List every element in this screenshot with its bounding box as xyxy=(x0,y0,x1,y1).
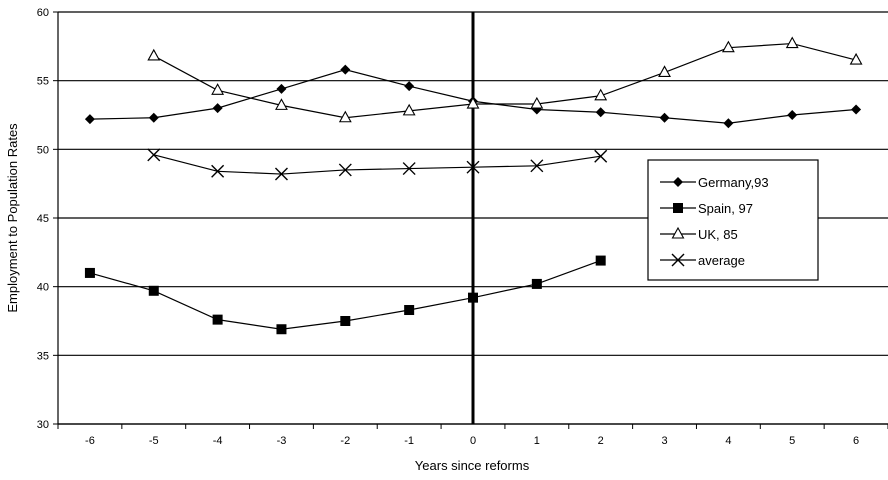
triangle-marker xyxy=(147,48,161,61)
series-line xyxy=(153,42,857,119)
x-tick-label: 1 xyxy=(534,435,540,447)
square-marker xyxy=(468,292,478,303)
x-marker xyxy=(147,148,161,162)
square-marker xyxy=(340,316,351,326)
series-spain-97 xyxy=(84,255,606,335)
x-marker xyxy=(211,164,225,178)
legend-item: average xyxy=(660,253,745,268)
triangle-marker xyxy=(658,65,671,77)
x-tick-label: 4 xyxy=(725,435,731,447)
diamond-marker xyxy=(659,112,670,123)
series-line xyxy=(153,154,601,175)
x-axis-label: Years since reforms xyxy=(415,458,530,473)
x-marker xyxy=(338,163,352,177)
series-uk-85 xyxy=(147,36,863,123)
y-tick-label: 60 xyxy=(37,7,49,19)
x-marker xyxy=(274,167,288,181)
x-marker-stroke xyxy=(338,163,352,177)
x-marker-stroke xyxy=(594,149,608,163)
diamond-marker xyxy=(404,81,415,92)
x-tick-label: -6 xyxy=(85,435,95,447)
y-axis-ticks: 30 35 40 45 50 55 60 xyxy=(37,7,58,431)
legend-label: Spain, 97 xyxy=(698,201,753,216)
triangle-marker xyxy=(466,96,480,109)
x-marker-stroke xyxy=(147,148,161,162)
triangle-marker xyxy=(402,103,416,116)
y-tick-label: 45 xyxy=(37,213,49,225)
triangle-marker xyxy=(721,40,735,53)
diamond-marker xyxy=(673,177,683,187)
y-tick-label: 35 xyxy=(37,350,49,362)
x-marker-stroke xyxy=(402,162,416,176)
x-marker xyxy=(402,162,416,176)
x-marker-stroke xyxy=(211,164,225,178)
x-tick-label: 5 xyxy=(789,435,795,447)
square-marker xyxy=(148,285,159,296)
triangle-marker xyxy=(211,83,225,95)
square-marker xyxy=(531,278,542,289)
y-tick-label: 40 xyxy=(37,282,49,294)
x-tick-label: 6 xyxy=(853,435,859,447)
x-marker xyxy=(466,160,480,174)
diamond-marker xyxy=(340,64,351,75)
x-tick-label: 2 xyxy=(598,435,604,447)
legend-item: Germany,93 xyxy=(660,175,769,190)
diamond-marker xyxy=(787,110,798,120)
diamond-marker xyxy=(84,114,95,125)
diamond-marker xyxy=(723,118,734,129)
square-marker xyxy=(84,267,95,278)
diamond-marker xyxy=(595,107,606,118)
x-marker xyxy=(671,253,685,267)
x-tick-label: -2 xyxy=(340,435,350,447)
series-average xyxy=(147,148,608,181)
diamond-marker xyxy=(148,112,159,123)
x-marker-stroke xyxy=(530,159,544,173)
triangle-marker xyxy=(671,226,685,239)
triangle-marker xyxy=(530,96,544,109)
legend-label: UK, 85 xyxy=(698,227,738,242)
legend-label: average xyxy=(698,253,745,268)
triangle-marker xyxy=(594,88,608,101)
square-marker xyxy=(673,203,683,213)
y-tick-label: 55 xyxy=(37,76,49,88)
series-group xyxy=(84,36,863,335)
legend-label: Germany,93 xyxy=(698,175,769,190)
y-tick-label: 50 xyxy=(37,144,49,156)
x-marker-stroke xyxy=(466,160,480,174)
y-tick-label: 30 xyxy=(37,419,49,431)
square-marker xyxy=(276,324,287,335)
square-marker xyxy=(595,255,606,266)
diamond-marker xyxy=(851,104,862,115)
x-tick-label: -3 xyxy=(277,435,287,447)
x-tick-label: -4 xyxy=(213,435,223,447)
x-tick-label: 3 xyxy=(661,435,667,447)
x-tick-label: 0 xyxy=(470,435,476,447)
x-axis-ticks: -6 -5 -4 -3 -2 -1 0 1 2 3 4 5 6 xyxy=(57,424,888,447)
diamond-marker xyxy=(212,103,223,114)
x-marker xyxy=(594,149,608,163)
triangle-marker xyxy=(849,52,863,65)
square-marker xyxy=(212,314,223,325)
y-axis-label: Employment to Population Rates xyxy=(5,123,20,313)
triangle-marker xyxy=(275,98,288,110)
x-tick-label: -1 xyxy=(404,435,414,447)
x-marker-stroke xyxy=(671,253,685,267)
legend-item: Spain, 97 xyxy=(660,201,753,216)
square-marker xyxy=(404,305,415,316)
triangle-marker xyxy=(338,110,352,123)
triangle-marker xyxy=(785,36,799,49)
x-marker xyxy=(530,159,544,173)
diamond-marker xyxy=(276,83,287,94)
x-marker-stroke xyxy=(274,167,288,181)
x-tick-label: -5 xyxy=(149,435,159,447)
legend: Germany,93 Spain, 97 UK, 85 average xyxy=(647,159,819,281)
legend-item: UK, 85 xyxy=(660,226,738,242)
